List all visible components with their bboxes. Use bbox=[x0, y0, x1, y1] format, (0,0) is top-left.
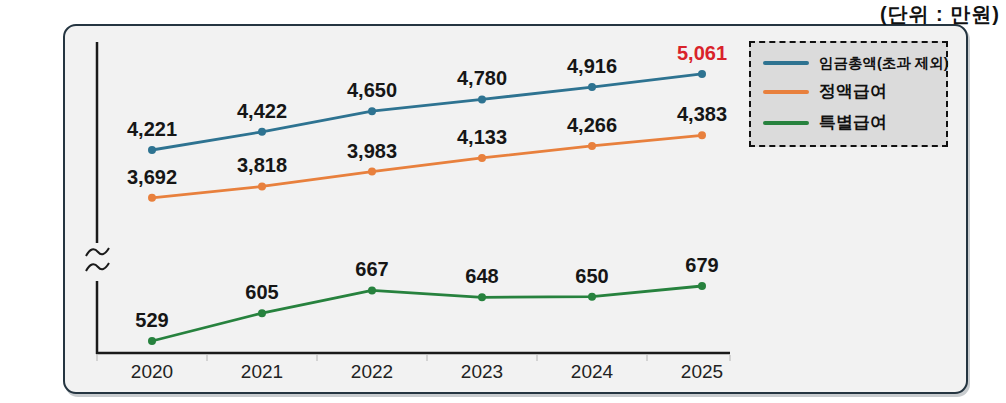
chart-legend: 임금총액(초과 제외) 정액급여 특별급여 bbox=[749, 41, 948, 147]
data-label: 3,818 bbox=[237, 154, 287, 176]
data-label: 3,692 bbox=[127, 166, 177, 188]
data-label: 650 bbox=[575, 265, 608, 287]
legend-swatch-special-pay bbox=[763, 121, 809, 125]
data-point bbox=[258, 182, 266, 190]
x-tick-label: 2024 bbox=[571, 361, 614, 382]
legend-item-fixed-pay: 정액급여 bbox=[763, 80, 936, 103]
data-label: 4,266 bbox=[567, 114, 617, 136]
data-label: 4,916 bbox=[567, 55, 617, 77]
data-point bbox=[588, 293, 596, 301]
series-line-1 bbox=[152, 135, 702, 198]
data-label: 529 bbox=[135, 309, 168, 331]
data-point bbox=[368, 286, 376, 294]
x-tick-label: 2020 bbox=[131, 361, 173, 382]
data-label: 679 bbox=[685, 254, 718, 276]
legend-label-special-pay: 특별급여 bbox=[819, 111, 887, 134]
data-point bbox=[148, 146, 156, 154]
legend-swatch-total-wage bbox=[763, 61, 809, 65]
data-point bbox=[478, 293, 486, 301]
data-label: 605 bbox=[245, 281, 278, 303]
data-point bbox=[588, 142, 596, 150]
x-tick-label: 2023 bbox=[461, 361, 503, 382]
data-label: 3,983 bbox=[347, 140, 397, 162]
legend-label-total-wage: 임금총액(초과 제외) bbox=[819, 54, 949, 73]
x-tick-label: 2021 bbox=[241, 361, 283, 382]
x-tick-label: 2022 bbox=[351, 361, 393, 382]
data-point bbox=[698, 131, 706, 139]
series-line-0 bbox=[152, 74, 702, 150]
data-point bbox=[148, 337, 156, 345]
data-label: 4,221 bbox=[127, 118, 177, 140]
legend-item-total-wage: 임금총액(초과 제외) bbox=[763, 54, 936, 73]
data-label: 4,422 bbox=[237, 100, 287, 122]
data-point bbox=[478, 154, 486, 162]
data-label-highlight: 5,061 bbox=[677, 42, 727, 64]
data-point bbox=[368, 107, 376, 115]
data-point bbox=[148, 194, 156, 202]
data-point bbox=[258, 309, 266, 317]
data-point bbox=[698, 70, 706, 78]
data-label: 648 bbox=[465, 265, 498, 287]
legend-label-fixed-pay: 정액급여 bbox=[819, 80, 887, 103]
data-point bbox=[258, 128, 266, 136]
data-point bbox=[368, 168, 376, 176]
data-label: 4,383 bbox=[677, 103, 727, 125]
data-point bbox=[588, 83, 596, 91]
legend-item-special-pay: 특별급여 bbox=[763, 111, 936, 134]
data-point bbox=[698, 282, 706, 290]
data-label: 4,133 bbox=[457, 126, 507, 148]
x-tick-label: 2025 bbox=[681, 361, 723, 382]
data-point bbox=[478, 95, 486, 103]
axis-break-icon bbox=[86, 248, 109, 256]
data-label: 667 bbox=[355, 258, 388, 280]
unit-label: (단위 : 만원) bbox=[880, 1, 1000, 28]
data-label: 4,780 bbox=[457, 67, 507, 89]
axis-break-icon bbox=[86, 263, 109, 271]
series-line-2 bbox=[152, 286, 702, 341]
data-label: 4,650 bbox=[347, 79, 397, 101]
legend-swatch-fixed-pay bbox=[763, 90, 809, 94]
